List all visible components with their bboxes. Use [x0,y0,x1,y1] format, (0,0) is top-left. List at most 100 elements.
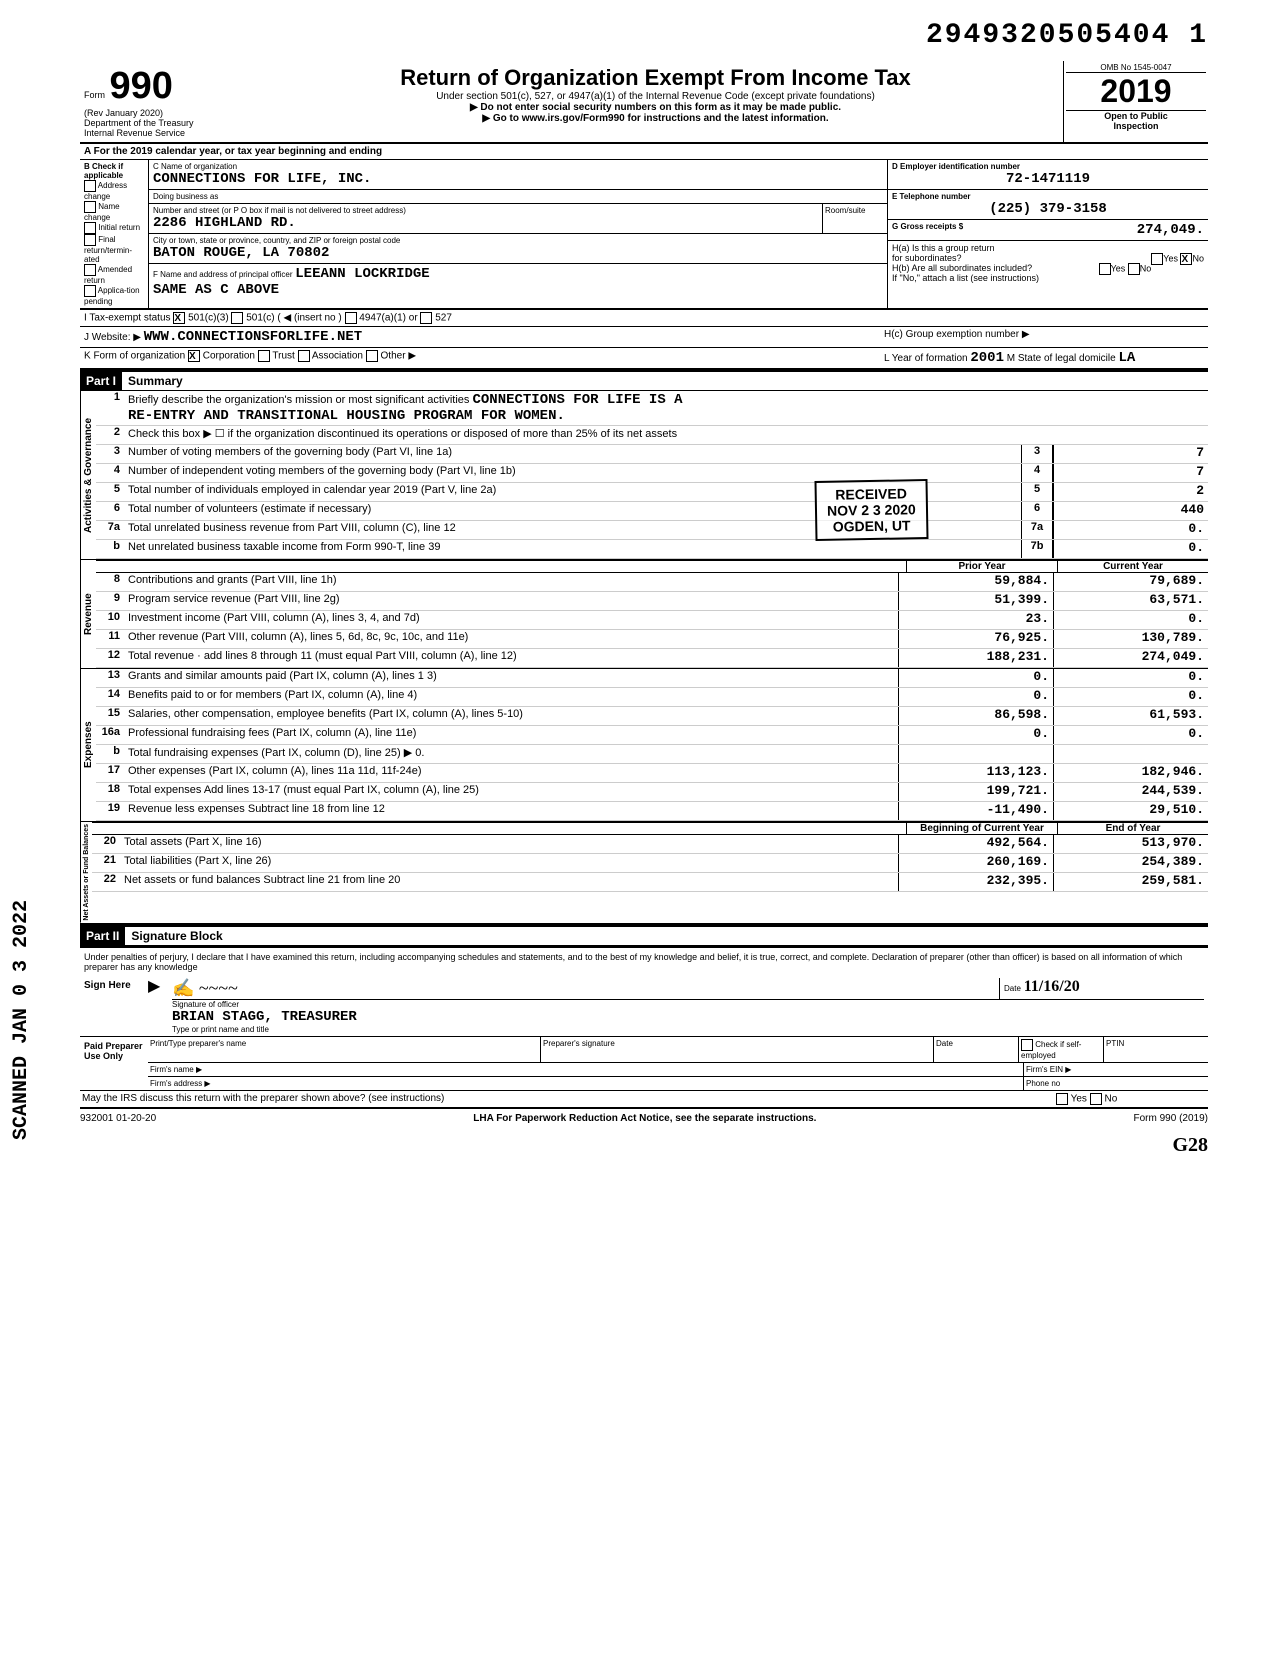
ha-yes[interactable] [1151,253,1163,265]
cb-name[interactable]: Name change [84,201,144,222]
dba-label: Doing business as [149,190,887,204]
section-b: B Check if applicable Address change Nam… [80,160,149,308]
self-employed[interactable]: Check if self-employed [1019,1037,1104,1062]
summary-box: 7a [1021,521,1053,539]
prior-val: 188,231. [898,649,1053,667]
summary-desc: Grants and similar amounts paid (Part IX… [126,669,898,687]
ha-label: H(a) Is this a group return [892,243,1204,253]
summary-desc: Net unrelated business taxable income fr… [126,540,1021,558]
prior-val: 51,399. [898,592,1053,610]
line-l-state-label: M State of legal domicile [1007,353,1116,364]
summary-desc: Total liabilities (Part X, line 26) [122,854,898,872]
current-val: 130,789. [1053,630,1208,648]
cb-pending[interactable]: Applica-tion pending [84,285,144,306]
cb-final[interactable]: Final return/termin-ated [84,234,144,264]
summary-box: 7b [1021,540,1053,558]
line-2: Check this box ▶ ☐ if the organization d… [126,426,1208,444]
cb-initial[interactable]: Initial return [84,222,144,234]
form-number: 990 [109,65,172,107]
section-g-label: G Gross receipts $ [892,222,963,238]
sig-officer-label: Signature of officer [172,1000,1204,1009]
cb-other[interactable] [366,350,378,362]
current-val: 182,946. [1053,764,1208,782]
ein: 72-1471119 [892,171,1204,187]
firm-addr-label: Firm's address ▶ [148,1077,1024,1090]
summary-val: 2 [1053,483,1208,501]
current-val [1053,745,1208,763]
phone: (225) 379-3158 [892,201,1204,217]
current-val: 0. [1053,688,1208,706]
prior-val: 23. [898,611,1053,629]
firm-ein-label: Firm's EIN ▶ [1024,1063,1208,1076]
discuss-yes[interactable] [1056,1093,1068,1105]
ptin-label: PTIN [1104,1037,1208,1062]
cb-amended[interactable]: Amended return [84,264,144,285]
cb-501c[interactable] [231,312,243,324]
hb-no[interactable] [1128,263,1140,275]
cb-527[interactable] [420,312,432,324]
vert-revenue: Revenue [80,560,96,668]
cb-4947[interactable] [345,312,357,324]
section-d-label: D Employer identification number [892,162,1204,171]
discuss-no[interactable] [1090,1093,1102,1105]
org-name: CONNECTIONS FOR LIFE, INC. [153,171,883,187]
summary-desc: Salaries, other compensation, employee b… [126,707,898,725]
summary-desc: Other expenses (Part IX, column (A), lin… [126,764,898,782]
summary-val: 7 [1053,445,1208,463]
footer-form: Form 990 (2019) [1134,1113,1208,1124]
subtitle-2: ▶ Do not enter social security numbers o… [252,102,1059,113]
summary-desc: Number of voting members of the governin… [126,445,1021,463]
prior-val: 59,884. [898,573,1053,591]
section-c-label: C Name of organization [153,162,883,171]
summary-desc: Total assets (Part X, line 16) [122,835,898,853]
line-l-year-label: L Year of formation [884,353,968,364]
subtitle-1: Under section 501(c), 527, or 4947(a)(1)… [252,91,1059,102]
hc-label: H(c) Group exemption number ▶ [880,327,1208,347]
scanned-stamp: SCANNED JAN 0 3 2022 [10,900,33,1140]
summary-box: 3 [1021,445,1053,463]
summary-box: 6 [1021,502,1053,520]
line-j-label: J Website: ▶ [84,332,141,343]
cb-address[interactable]: Address change [84,180,144,201]
city-label: City or town, state or province, country… [153,236,883,245]
current-val: 0. [1053,611,1208,629]
cb-501c3[interactable] [173,312,185,324]
hb-label: H(b) Are all subordinates included? [892,263,1032,273]
cb-trust[interactable] [258,350,270,362]
current-val: 259,581. [1053,873,1208,891]
prior-val: -11,490. [898,802,1053,820]
form-rev: (Rev January 2020) [84,108,244,118]
prior-val: 0. [898,688,1053,706]
line-k-label: K Form of organization [84,351,185,362]
summary-val: 0. [1053,521,1208,539]
line-a: A For the 2019 calendar year, or tax yea… [80,144,1208,160]
summary-val: 0. [1053,540,1208,558]
part1-header: Part I [80,372,122,390]
vert-expenses: Expenses [80,669,96,821]
gross-receipts: 274,049. [963,222,1204,238]
addr-label: Number and street (or P O box if mail is… [153,206,818,215]
summary-desc: Total revenue · add lines 8 through 11 (… [126,649,898,667]
prep-sig-label: Preparer's signature [541,1037,934,1062]
room-label: Room/suite [822,204,887,233]
line-a-text: A For the 2019 calendar year, or tax yea… [80,144,1208,159]
perjury-text: Under penalties of perjury, I declare th… [80,948,1208,976]
summary-box: 5 [1021,483,1053,501]
mission-text: CONNECTIONS FOR LIFE IS A [472,392,682,408]
year-block: OMB No 1545-0047 2019 Open to Public Ins… [1063,61,1208,142]
current-val: 79,689. [1053,573,1208,591]
open-public: Open to Public [1066,110,1206,121]
inspection: Inspection [1066,121,1206,131]
cb-corp[interactable] [188,350,200,362]
ha-no[interactable] [1180,253,1192,265]
line-i-label: I Tax-exempt status [84,313,171,324]
current-year-header: Current Year [1057,561,1208,572]
summary-desc: Net assets or fund balances Subtract lin… [122,873,898,891]
state-domicile: LA [1118,350,1135,366]
org-address: 2286 HIGHLAND RD. [153,215,818,231]
hb-yes[interactable] [1099,263,1111,275]
prior-val: 86,598. [898,707,1053,725]
signature: ✍ ~~~~ [172,978,999,999]
summary-box: 4 [1021,464,1053,482]
cb-assoc[interactable] [298,350,310,362]
